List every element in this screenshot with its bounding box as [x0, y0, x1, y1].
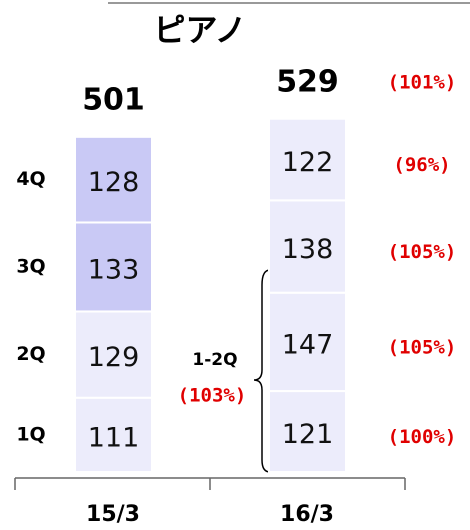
total-label: 501: [82, 82, 145, 117]
bracket-label: 1-2Q: [192, 350, 237, 370]
bar-segment: [74, 396, 153, 473]
segment-label: 129: [88, 342, 140, 373]
bar-segment: [74, 135, 153, 224]
total-label: 529: [276, 64, 339, 99]
growth-label: (105%): [388, 336, 457, 358]
series-label: 3Q: [16, 255, 45, 277]
growth-label: (100%): [388, 426, 457, 448]
segment-label: 138: [282, 234, 334, 265]
chart-title: ピアノ: [153, 11, 246, 49]
bracket: [253, 269, 271, 473]
segment-label: 122: [282, 147, 334, 178]
x-tick-label: 16/3: [280, 502, 334, 527]
growth-label: (105%): [388, 241, 457, 263]
segment-label: 111: [88, 422, 140, 453]
segment-label: 128: [88, 167, 140, 198]
bracket-growth: (103%): [178, 385, 247, 407]
segment-label: 147: [282, 329, 334, 360]
series-label: 4Q: [16, 168, 45, 190]
bar-segment: [268, 117, 347, 202]
series-label: 2Q: [16, 343, 45, 365]
segment-label: 121: [282, 419, 334, 450]
total-growth: (101%): [388, 71, 457, 93]
growth-label: (96%): [393, 154, 450, 176]
x-tick-label: 15/3: [86, 502, 140, 527]
series-label: 1Q: [16, 423, 45, 445]
bar-segment: [74, 310, 153, 399]
segment-label: 133: [88, 254, 140, 285]
